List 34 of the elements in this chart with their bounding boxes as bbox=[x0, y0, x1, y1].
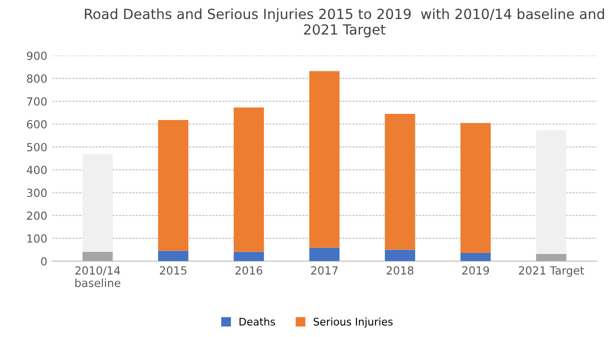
x-tick-label: 2018 bbox=[386, 266, 414, 275]
x-tick-label: 2019 bbox=[462, 266, 489, 275]
bar bbox=[234, 107, 264, 252]
x-tick-label: 2010/14 baseline bbox=[75, 266, 120, 288]
bar bbox=[384, 114, 416, 250]
legend-label: Deaths bbox=[240, 318, 275, 326]
legend-label: Serious Injuries bbox=[314, 318, 393, 328]
bar bbox=[309, 248, 340, 262]
x-tick-label: 2017 bbox=[311, 266, 338, 275]
y-tick-label: 900 bbox=[26, 52, 47, 60]
x-tick-label: 2021 Target bbox=[518, 266, 584, 277]
bar bbox=[536, 254, 566, 262]
y-tick-label: 200 bbox=[27, 211, 47, 220]
bar bbox=[82, 154, 113, 252]
y-tick-label: 400 bbox=[26, 166, 47, 174]
bar bbox=[158, 250, 188, 262]
y-tick-label: 800 bbox=[26, 74, 47, 83]
y-tick-label: 0 bbox=[41, 257, 47, 266]
bar bbox=[536, 130, 566, 254]
y-tick-label: 700 bbox=[27, 97, 47, 106]
bar bbox=[309, 71, 340, 248]
bar bbox=[234, 252, 264, 262]
bar bbox=[460, 122, 491, 253]
x-tick-label: 2016 bbox=[235, 266, 262, 275]
bar bbox=[158, 120, 188, 251]
y-tick-label: 500 bbox=[27, 142, 47, 152]
x-tick-label: 2015 bbox=[160, 266, 186, 275]
y-tick-label: 600 bbox=[26, 120, 47, 129]
bar bbox=[82, 252, 113, 262]
chart-title: Road Deaths and Serious Injuries 2015 to 2019 with 2010/14 baseline and 2021 Target bbox=[84, 8, 604, 38]
bar bbox=[384, 250, 416, 262]
y-tick-label: 100 bbox=[27, 234, 47, 243]
bar bbox=[460, 252, 491, 262]
y-tick-label: 300 bbox=[27, 188, 47, 198]
